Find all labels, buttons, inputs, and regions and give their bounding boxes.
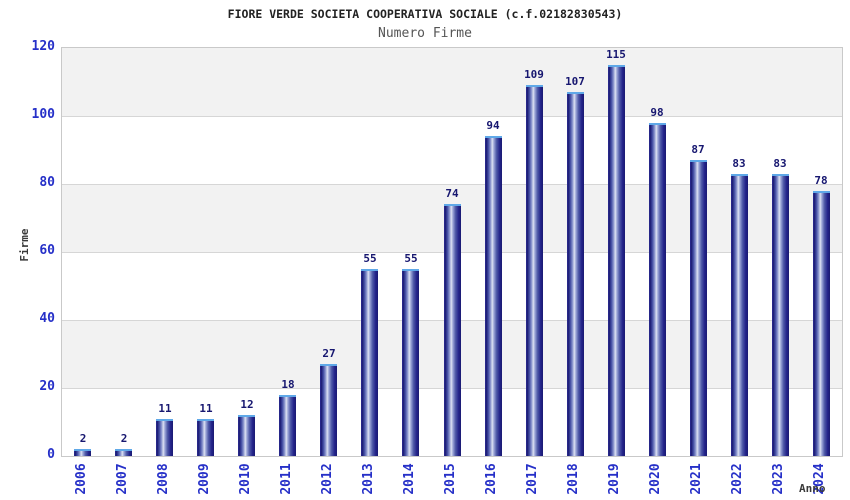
x-tick-label-2015: 2015	[443, 463, 458, 495]
x-tick-label-2021: 2021	[689, 463, 704, 495]
bar-2010	[238, 415, 255, 456]
x-tick-label-2016: 2016	[484, 463, 499, 495]
y-tick-label-100: 100	[31, 107, 55, 122]
bar-value-label-2020: 98	[650, 106, 664, 119]
x-tick-label-2018: 2018	[566, 463, 581, 495]
chart-subtitle: Numero Firme	[378, 26, 472, 41]
bar-value-label-2023: 83	[773, 157, 787, 170]
bar-value-label-2010: 12	[240, 398, 254, 411]
bar-2011	[279, 395, 296, 456]
plot-area: 2 2 11 11 12 18 27 55 55 74 94 109 107 115 98 87 83 83 78	[61, 47, 843, 457]
bar-2019	[608, 65, 625, 456]
bar-value-label-2015: 74	[445, 187, 459, 200]
x-tick-label-2011: 2011	[279, 463, 294, 495]
bar-value-label-2021: 87	[691, 143, 705, 156]
bar-2014	[402, 269, 419, 456]
bar-value-label-2014: 55	[404, 252, 418, 265]
x-tick-label-2007: 2007	[115, 463, 130, 495]
chart-title: FIORE VERDE SOCIETA COOPERATIVA SOCIALE …	[227, 7, 623, 21]
bar-2013	[361, 269, 378, 456]
bar-2007	[115, 449, 132, 456]
bar-value-label-2022: 83	[732, 157, 746, 170]
bar-value-label-2007: 2	[120, 432, 128, 445]
x-tick-label-2022: 2022	[730, 463, 745, 495]
y-tick-label-120: 120	[31, 39, 55, 54]
bar-value-label-2011: 18	[281, 378, 295, 391]
bar-2016	[485, 136, 502, 456]
bar-value-label-2018: 107	[565, 75, 585, 88]
x-tick-label-2010: 2010	[238, 463, 253, 495]
x-tick-label-2023: 2023	[771, 463, 786, 495]
bar-value-label-2008: 11	[158, 402, 172, 415]
gridline-100	[62, 116, 842, 117]
x-tick-label-2014: 2014	[402, 463, 417, 495]
bar-2009	[197, 419, 214, 456]
gridline-80	[62, 184, 842, 185]
x-tick-label-2013: 2013	[361, 463, 376, 495]
bar-value-label-2019: 115	[606, 48, 626, 61]
bar-2018	[567, 92, 584, 456]
bar-value-label-2009: 11	[199, 402, 213, 415]
bar-value-label-2017: 109	[524, 68, 544, 81]
x-tick-label-2020: 2020	[648, 463, 663, 495]
bar-value-label-2016: 94	[486, 119, 500, 132]
x-axis-title: Anno	[799, 482, 826, 495]
bar-2017	[526, 85, 543, 456]
x-tick-label-2009: 2009	[197, 463, 212, 495]
x-tick-label-2008: 2008	[156, 463, 171, 495]
bar-2006	[74, 449, 91, 456]
bar-value-label-2013: 55	[363, 252, 377, 265]
bar-2020	[649, 123, 666, 456]
bar-2008	[156, 419, 173, 456]
x-tick-label-2017: 2017	[525, 463, 540, 495]
x-tick-label-2019: 2019	[607, 463, 622, 495]
x-tick-label-2012: 2012	[320, 463, 335, 495]
bar-2021	[690, 160, 707, 456]
y-tick-label-0: 0	[47, 447, 55, 462]
bar-value-label-2012: 27	[322, 347, 336, 360]
bar-value-label-2006: 2	[79, 432, 87, 445]
bar-2023	[772, 174, 789, 456]
bar-2024	[813, 191, 830, 456]
y-tick-label-20: 20	[39, 379, 55, 394]
x-tick-label-2006: 2006	[74, 463, 89, 495]
bar-value-label-2024: 78	[814, 174, 828, 187]
bar-2015	[444, 204, 461, 456]
bar-2012	[320, 364, 337, 456]
y-tick-label-80: 80	[39, 175, 55, 190]
bar-2022	[731, 174, 748, 456]
y-tick-label-40: 40	[39, 311, 55, 326]
y-tick-label-60: 60	[39, 243, 55, 258]
